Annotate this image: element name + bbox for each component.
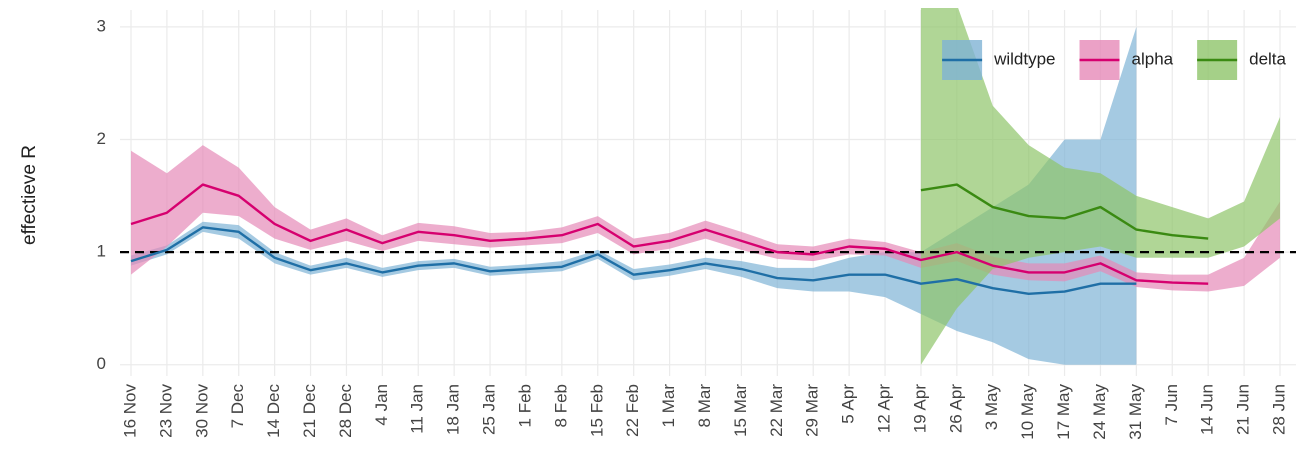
x-tick-label: 1 Feb [515, 384, 534, 427]
y-tick-label: 3 [97, 16, 106, 35]
legend-label: delta [1249, 49, 1286, 68]
confidence-band [920, 8, 1280, 365]
y-tick-label: 2 [97, 129, 106, 148]
x-tick-label: 17 May [1054, 384, 1073, 440]
x-tick-label: 7 Dec [228, 384, 247, 429]
confidence-band [131, 26, 1137, 365]
x-tick-label: 14 Jun [1198, 384, 1217, 435]
series-line [130, 183, 1209, 285]
x-tick-label: 28 Dec [336, 384, 355, 438]
labels: 0 1 2 3 16 Nov 23 Nov 30 Nov 7 Dec 14 Dec 21 Dec 2… [97, 16, 1289, 439]
y-axis-title: effectieve R [19, 145, 40, 245]
x-tick-label: 23 Nov [156, 384, 175, 438]
x-tick-label: 28 Jun [1269, 384, 1288, 435]
x-tick-label: 30 Nov [192, 384, 211, 438]
x-tick-label: 16 Nov [120, 384, 139, 438]
x-tick-label: 11 Jan [408, 384, 427, 434]
confidence-band [131, 145, 1280, 292]
legend: wildtype alpha delta [942, 40, 1287, 80]
y-tick-label: 1 [97, 242, 106, 261]
x-tick-label: 31 May [1126, 384, 1145, 440]
x-tick-label: 21 Jun [1234, 384, 1253, 435]
legend-item: alpha [1079, 40, 1174, 80]
x-tick-label: 3 May [982, 384, 1001, 431]
series-line [130, 226, 1137, 295]
x-tick-label: 22 Feb [623, 384, 642, 437]
x-tick-label: 4 Jan [372, 384, 391, 426]
x-tick-label: 15 Mar [731, 384, 750, 437]
x-tick-label: 8 Feb [551, 384, 570, 427]
legend-label: wildtype [993, 49, 1055, 68]
x-tick-label: 24 May [1090, 384, 1109, 440]
x-tick-label: 12 Apr [875, 384, 894, 433]
legend-item: wildtype [942, 40, 1056, 80]
lines [130, 183, 1209, 295]
x-tick-label: 21 Dec [300, 384, 319, 438]
x-tick-label: 14 Dec [264, 384, 283, 438]
x-tick-label: 22 Mar [767, 384, 786, 437]
x-tick-label: 29 Mar [803, 384, 822, 437]
legend-item: delta [1197, 40, 1287, 80]
x-tick-label: 7 Jun [1162, 384, 1181, 426]
bands [131, 8, 1280, 365]
x-tick-label: 5 Apr [839, 384, 858, 424]
x-tick-label: 19 Apr [910, 384, 929, 433]
x-tick-label: 10 May [1018, 384, 1037, 440]
y-tick-label: 0 [97, 354, 106, 373]
series-line [920, 183, 1209, 240]
x-tick-label: 8 Mar [695, 384, 714, 428]
x-tick-label: 15 Feb [587, 384, 606, 437]
x-tick-label: 1 Mar [659, 384, 678, 428]
legend-label: alpha [1132, 49, 1174, 68]
x-tick-label: 18 Jan [444, 384, 463, 435]
x-tick-label: 25 Jan [480, 384, 499, 435]
x-tick-label: 26 Apr [946, 384, 965, 433]
